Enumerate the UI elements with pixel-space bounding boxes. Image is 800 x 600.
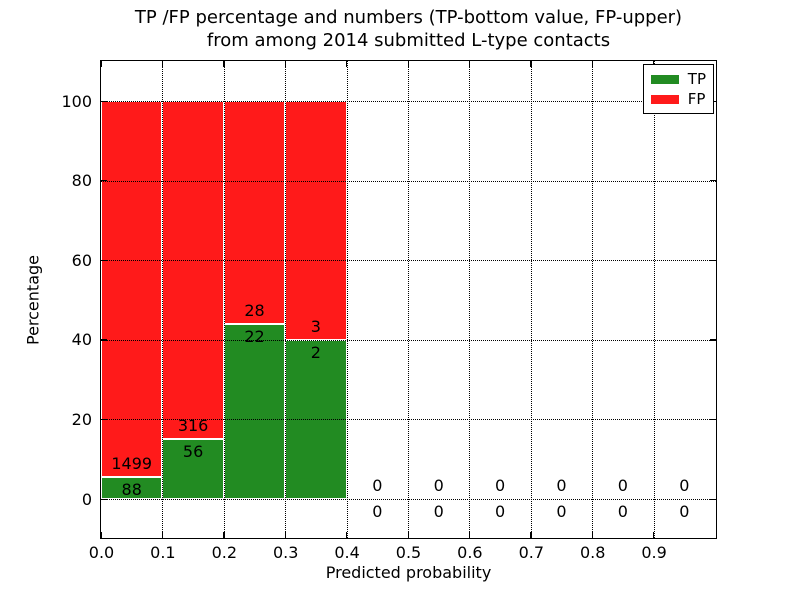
fp-count-label: 1499 bbox=[111, 454, 153, 474]
fp-count-label: 3 bbox=[310, 316, 321, 336]
x-axis-tick bbox=[346, 532, 348, 538]
tp-count-label: 0 bbox=[372, 502, 383, 521]
v-gridline bbox=[469, 61, 471, 538]
x-tick-label: 0.7 bbox=[518, 543, 545, 562]
x-axis-tick bbox=[161, 532, 164, 538]
v-gridline bbox=[592, 61, 594, 538]
fp-count-label: 28 bbox=[244, 300, 265, 320]
x-axis-tick bbox=[407, 532, 409, 538]
legend-label: TP bbox=[687, 69, 706, 88]
x-tick-label: 0.0 bbox=[88, 543, 115, 562]
bar-segment-fp bbox=[101, 101, 163, 478]
y-axis-tick bbox=[101, 259, 107, 261]
bar-segment-tp bbox=[223, 323, 286, 499]
fp-count-label: 0 bbox=[679, 476, 690, 495]
x-axis-tick bbox=[100, 532, 102, 538]
x-tick-label: 0.3 bbox=[272, 543, 299, 562]
y-axis-tick bbox=[101, 418, 107, 421]
bar-segment-fp bbox=[285, 101, 347, 340]
x-axis-tick-top bbox=[530, 61, 532, 67]
tp-count-label: 2 bbox=[310, 342, 321, 362]
y-axis-tick-right bbox=[710, 418, 716, 421]
y-axis-tick bbox=[101, 180, 107, 182]
tp-count-label: 22 bbox=[244, 326, 265, 346]
v-gridline bbox=[223, 61, 225, 538]
x-axis-tick-top bbox=[468, 61, 471, 67]
y-axis-tick bbox=[101, 339, 107, 341]
x-tick-label: 0.9 bbox=[641, 543, 667, 562]
tp-count-label: 56 bbox=[182, 441, 204, 461]
legend-swatch-tp bbox=[650, 74, 679, 84]
plot-area: TP FP 1499 88 316 56 28 22 3 2 0 0 0 0 0 0 0 0 0 0 0 0 bbox=[100, 60, 717, 539]
x-axis-tick-top bbox=[100, 61, 102, 67]
tp-count-label: 0 bbox=[495, 502, 506, 521]
y-axis-tick bbox=[101, 100, 107, 102]
y-tick-label: 40 bbox=[71, 330, 92, 350]
y-axis-tick-right bbox=[710, 339, 716, 341]
legend-item: TP bbox=[650, 69, 706, 89]
y-tick-label: 60 bbox=[71, 250, 92, 270]
x-axis-tick-top bbox=[591, 61, 593, 67]
legend: TP FP bbox=[642, 64, 714, 114]
v-gridline bbox=[530, 61, 532, 538]
tp-count-label: 88 bbox=[121, 480, 142, 500]
x-tick-label: 0.6 bbox=[457, 543, 483, 562]
fp-count-label: 0 bbox=[372, 476, 383, 495]
fp-count-label: 0 bbox=[556, 476, 567, 495]
v-gridline bbox=[653, 61, 655, 538]
tp-count-label: 0 bbox=[679, 502, 690, 521]
x-axis-tick-top bbox=[223, 61, 225, 67]
x-tick-label: 0.1 bbox=[150, 543, 176, 562]
y-axis-tick bbox=[101, 498, 107, 500]
fp-count-label: 0 bbox=[495, 476, 506, 495]
chart-title: TP /FP percentage and numbers (TP-bottom… bbox=[100, 6, 717, 52]
bar-segment-tp bbox=[162, 438, 224, 499]
x-axis-tick bbox=[530, 532, 532, 538]
y-axis-tick-right bbox=[710, 498, 716, 500]
x-axis-tick bbox=[653, 532, 655, 538]
x-axis-tick bbox=[591, 532, 593, 538]
x-tick-label: 0.4 bbox=[334, 543, 360, 562]
y-tick-label: 100 bbox=[61, 91, 92, 111]
x-axis-label: Predicted probability bbox=[325, 563, 492, 582]
v-gridline bbox=[408, 61, 409, 538]
chart-title-line1: TP /FP percentage and numbers (TP-bottom… bbox=[134, 7, 683, 28]
bar-segment-fp bbox=[223, 101, 286, 324]
y-axis-tick-right bbox=[710, 259, 716, 261]
x-axis-tick-top bbox=[284, 61, 286, 67]
fp-count-label: 316 bbox=[177, 415, 209, 435]
x-tick-label: 0.8 bbox=[579, 543, 606, 562]
bar-segment-fp bbox=[162, 101, 224, 439]
legend-swatch-fp bbox=[650, 94, 679, 104]
chart-title-line2: from among 2014 submitted L-type contact… bbox=[206, 30, 611, 51]
legend-label: FP bbox=[687, 89, 706, 108]
fp-count-label: 0 bbox=[433, 476, 444, 495]
x-axis-tick bbox=[223, 532, 225, 538]
y-tick-label: 20 bbox=[71, 409, 92, 429]
x-tick-label: 0.5 bbox=[395, 543, 422, 562]
y-tick-label: 0 bbox=[81, 489, 92, 509]
x-axis-tick-top bbox=[161, 61, 164, 67]
x-tick-label: 0.2 bbox=[211, 543, 238, 562]
v-gridline bbox=[346, 61, 348, 538]
fp-count-label: 0 bbox=[617, 476, 628, 495]
x-axis-tick bbox=[468, 532, 471, 538]
x-axis-tick-top bbox=[407, 61, 409, 67]
legend-item: FP bbox=[650, 89, 706, 109]
bar-segment-tp bbox=[101, 477, 163, 499]
x-axis-tick-top bbox=[346, 61, 348, 67]
tp-count-label: 0 bbox=[556, 502, 567, 521]
y-tick-label: 80 bbox=[71, 171, 92, 191]
tp-count-label: 0 bbox=[433, 502, 444, 521]
v-gridline bbox=[162, 61, 164, 538]
y-axis-tick-right bbox=[710, 180, 716, 182]
v-gridline bbox=[285, 61, 287, 538]
x-axis-tick bbox=[284, 532, 286, 538]
tp-count-label: 0 bbox=[617, 502, 628, 521]
